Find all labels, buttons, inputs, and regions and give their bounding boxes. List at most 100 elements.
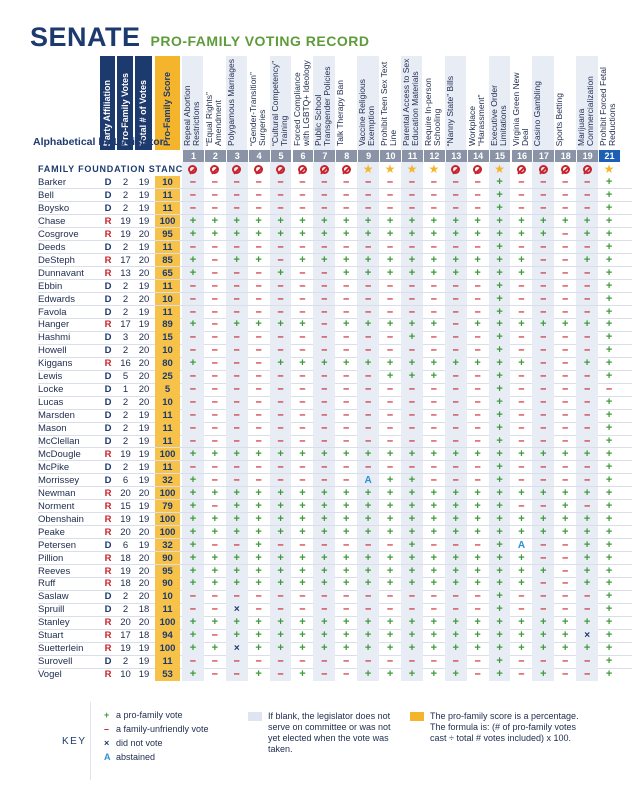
legislator-name: Ebbin: [38, 280, 63, 292]
vote-cell: +: [511, 565, 533, 578]
pro-family-vote-icon: +: [430, 357, 438, 370]
pro-family-vote-icon: +: [605, 201, 613, 214]
table-row: Favola D 2 19 11– – – – – – – – – – – – – – + – – – – +: [0, 305, 636, 319]
pro-family-vote-icon: +: [474, 629, 481, 642]
issue-header-5: “Cultural Competency” Training: [269, 56, 291, 150]
pro-family-score: 11: [155, 240, 180, 254]
unfriendly-vote-icon: –: [518, 409, 525, 422]
unfriendly-vote-icon: –: [386, 201, 394, 214]
unfriendly-vote-icon: –: [321, 383, 328, 396]
vote-cell: +: [335, 642, 357, 655]
pro-family-vote-icon: +: [386, 642, 394, 655]
vote-cell: –: [335, 383, 357, 396]
vote-cell: +: [313, 551, 336, 565]
pro-family-vote-icon: +: [605, 422, 613, 435]
vote-cell: –: [225, 201, 248, 215]
vote-cell: –: [204, 435, 226, 448]
unfriendly-vote-icon: –: [189, 396, 196, 409]
unfriendly-vote-icon: –: [233, 422, 240, 435]
vote-cell: +: [225, 577, 248, 591]
unfriendly-vote-icon: –: [408, 422, 415, 435]
pro-family-vote-icon: +: [211, 214, 219, 227]
vote-cell: –: [467, 603, 489, 616]
table-row: Mason D 2 19 11– – – – – – – – – – – – – – + – – – – +: [0, 422, 636, 436]
vote-cell: +: [598, 254, 620, 267]
vote-cell: –: [444, 409, 467, 423]
issue-number: 6: [291, 150, 314, 162]
pro-family-vote-icon: +: [408, 499, 416, 512]
pro-family-vote-icon: +: [540, 616, 547, 629]
unfriendly-vote-icon: –: [255, 383, 262, 396]
unfriendly-vote-icon: –: [255, 603, 262, 616]
vote-cell: –: [313, 292, 336, 306]
unfriendly-vote-icon: –: [255, 201, 262, 214]
key-divider: [90, 702, 91, 780]
vote-cell: +: [598, 552, 620, 565]
pro-family-vote-icon: +: [583, 642, 591, 655]
unfriendly-vote-icon: –: [540, 551, 547, 564]
vote-cell: –: [335, 668, 357, 681]
pro-family-score: 11: [155, 201, 180, 215]
vote-cell: –: [269, 383, 292, 397]
total-votes: 19: [138, 410, 150, 422]
vote-cell: –: [467, 396, 489, 409]
vote-cell: +: [576, 616, 599, 630]
oppose-icon: [210, 164, 220, 174]
unfriendly-vote-icon: –: [562, 577, 569, 590]
unfriendly-vote-icon: –: [518, 473, 525, 486]
unfriendly-vote-icon: –: [540, 499, 547, 512]
vote-cell: –: [204, 267, 226, 280]
legislator-name: Favola: [38, 306, 67, 318]
unfriendly-vote-icon: –: [365, 409, 372, 422]
vote-cell: +: [511, 215, 533, 228]
vote-cell: +: [401, 538, 423, 552]
unfriendly-vote-icon: –: [474, 279, 481, 292]
unfriendly-vote-icon: –: [233, 305, 240, 318]
unfriendly-vote-icon: –: [233, 668, 240, 681]
unfriendly-vote-icon: –: [189, 409, 196, 422]
issue-number: 5: [269, 150, 292, 162]
unfriendly-vote-icon: –: [562, 409, 569, 422]
vote-cell: +: [511, 318, 533, 331]
pro-family-vote-icon: +: [562, 499, 569, 512]
legislator-name: Chase: [38, 215, 66, 227]
vote-cell: –: [423, 539, 445, 552]
vote-cell: –: [532, 551, 555, 565]
table-row: Stanley R 20 20 100 + + + + + + + + + + + + + + + + + + + +: [0, 616, 636, 630]
unfriendly-vote-icon: –: [365, 305, 372, 318]
unfriendly-vote-icon: –: [430, 188, 437, 201]
vote-cell: –: [269, 473, 292, 487]
vote-cell: –: [204, 655, 226, 668]
vote-cell: –: [182, 305, 204, 319]
vote-cell: +: [598, 396, 620, 409]
vote-cell: +: [511, 487, 533, 500]
pro-family-vote-icon: +: [343, 564, 350, 577]
unfriendly-vote-icon: –: [408, 590, 415, 603]
pro-family-vote-icon: +: [605, 447, 613, 460]
vote-cell: –: [532, 538, 555, 552]
unfriendly-vote-icon: –: [584, 292, 591, 305]
pro-family-vote-icon: +: [386, 357, 394, 370]
support-star-icon: ★: [494, 162, 505, 176]
vote-cell: –: [182, 383, 204, 397]
total-votes: 19: [138, 513, 150, 525]
key-plus: + a pro-family vote: [104, 710, 183, 720]
pro-family-vote-icon: +: [211, 616, 219, 629]
vote-cell: +: [225, 214, 248, 228]
vote-cell: –: [292, 306, 314, 319]
unfriendly-vote-icon: –: [452, 538, 459, 551]
unfriendly-vote-icon: –: [343, 370, 350, 383]
vote-cell: –: [248, 189, 270, 202]
unfriendly-vote-icon: –: [474, 240, 481, 253]
pro-family-vote-icon: +: [343, 642, 350, 655]
vote-cell: +: [269, 357, 292, 371]
unfriendly-vote-icon: –: [540, 435, 547, 447]
unfriendly-vote-icon: –: [408, 201, 415, 214]
vote-cell: –: [511, 202, 533, 215]
vote-cell: –: [248, 357, 270, 370]
pro-family-score: 10: [155, 396, 180, 410]
issue-header-text: Workplace “Harassment”: [466, 94, 486, 146]
vote-cell: –: [269, 396, 292, 410]
vote-cell: –: [532, 357, 555, 371]
vote-cell: –: [182, 176, 204, 189]
